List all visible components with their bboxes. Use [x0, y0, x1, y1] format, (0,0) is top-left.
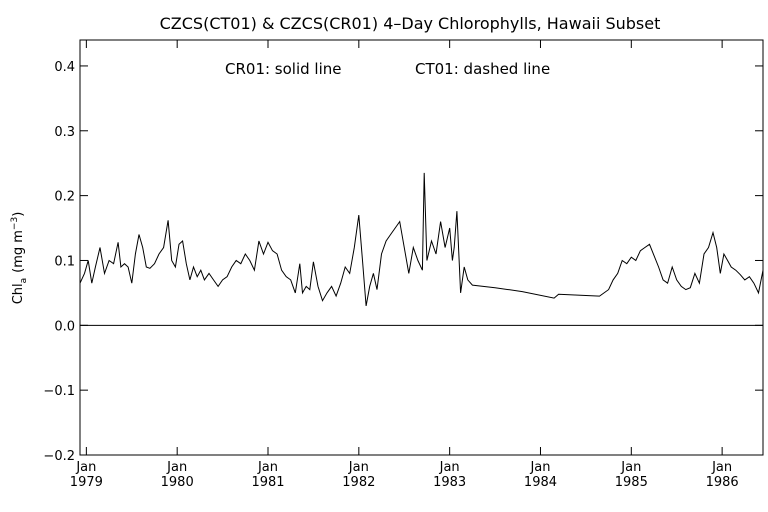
y-axis-label-close: ): [11, 212, 26, 217]
x-tick-label-month: Jan: [257, 460, 278, 475]
x-tick-label-month: Jan: [620, 460, 641, 475]
x-tick-label-month: Jan: [166, 460, 187, 475]
y-axis-label-main: Chl: [11, 283, 26, 304]
x-tick-label-month: Jan: [75, 460, 96, 475]
x-tick-label-year: 1980: [161, 475, 194, 490]
x-tick-label-month: Jan: [529, 460, 550, 475]
x-tick-label-year: 1981: [251, 475, 284, 490]
x-tick-label-month: Jan: [439, 460, 460, 475]
y-tick-label: −0.2: [43, 449, 75, 464]
x-tick-label-year: 1984: [524, 475, 557, 490]
y-axis-label-superscript: −3: [10, 217, 20, 230]
y-axis-label-subscript: a: [19, 278, 29, 284]
legend-annotation-dashed: CT01: dashed line: [415, 60, 550, 78]
x-tick-label-year: 1979: [70, 475, 103, 490]
y-tick-label: 0.2: [54, 190, 75, 205]
svg-text:Chla(mg m−3): Chla (mg m−3): [10, 212, 29, 305]
y-tick-label: −0.1: [43, 384, 75, 399]
plot-frame: [79, 39, 764, 456]
chart-title: CZCS(CT01) & CZCS(CR01) 4–Day Chlorophyl…: [160, 14, 661, 33]
y-tick-label: 0.3: [54, 125, 75, 140]
x-tick-label-year: 1983: [433, 475, 466, 490]
y-tick-label: 0.1: [54, 254, 75, 269]
y-tick-label: 0.4: [54, 60, 75, 75]
x-tick-label-year: 1986: [706, 475, 739, 490]
x-tick-label-year: 1982: [342, 475, 375, 490]
y-tick-label: 0.0: [54, 319, 75, 334]
x-tick-label-month: Jan: [348, 460, 369, 475]
series-line-solid: [79, 172, 764, 306]
plot-area: −0.2−0.10.00.10.20.30.4Jan1979Jan1980Jan…: [43, 40, 764, 490]
y-axis-label-units: (mg m: [11, 230, 26, 273]
y-axis-label: Chla (mg m−3): [10, 212, 29, 305]
legend-annotation-solid: CR01: solid line: [225, 60, 342, 78]
x-tick-label-year: 1985: [615, 475, 648, 490]
x-tick-label-month: Jan: [711, 460, 732, 475]
